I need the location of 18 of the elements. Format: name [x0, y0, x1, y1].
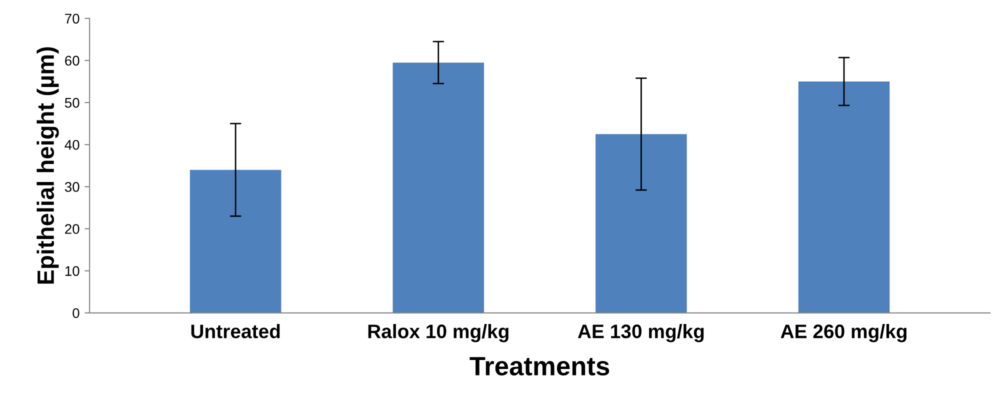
x-axis-title: Treatments	[470, 357, 610, 376]
x-tick-label: AE 130 mg/kg	[578, 324, 704, 342]
x-tick-label: Ralox 10 mg/kg	[368, 324, 508, 342]
y-tick-label: 70	[65, 14, 80, 24]
y-tick-label: 10	[65, 266, 80, 276]
y-tick-label: 60	[65, 56, 80, 66]
y-tick-label: 0	[72, 308, 80, 318]
bar	[392, 62, 484, 313]
y-tick-label: 50	[64, 98, 80, 108]
bar	[596, 134, 687, 313]
y-tick-label: 40	[64, 140, 80, 150]
y-tick-label: 20	[65, 224, 80, 234]
x-tick-label: AE 260 mg/kg	[780, 324, 906, 342]
y-tick-label: 30	[64, 182, 80, 192]
x-tick-label: Untreated	[191, 324, 280, 338]
bar	[798, 82, 890, 313]
y-axis-title: Epithelial height (µm)	[36, 47, 59, 284]
bar	[190, 170, 282, 313]
